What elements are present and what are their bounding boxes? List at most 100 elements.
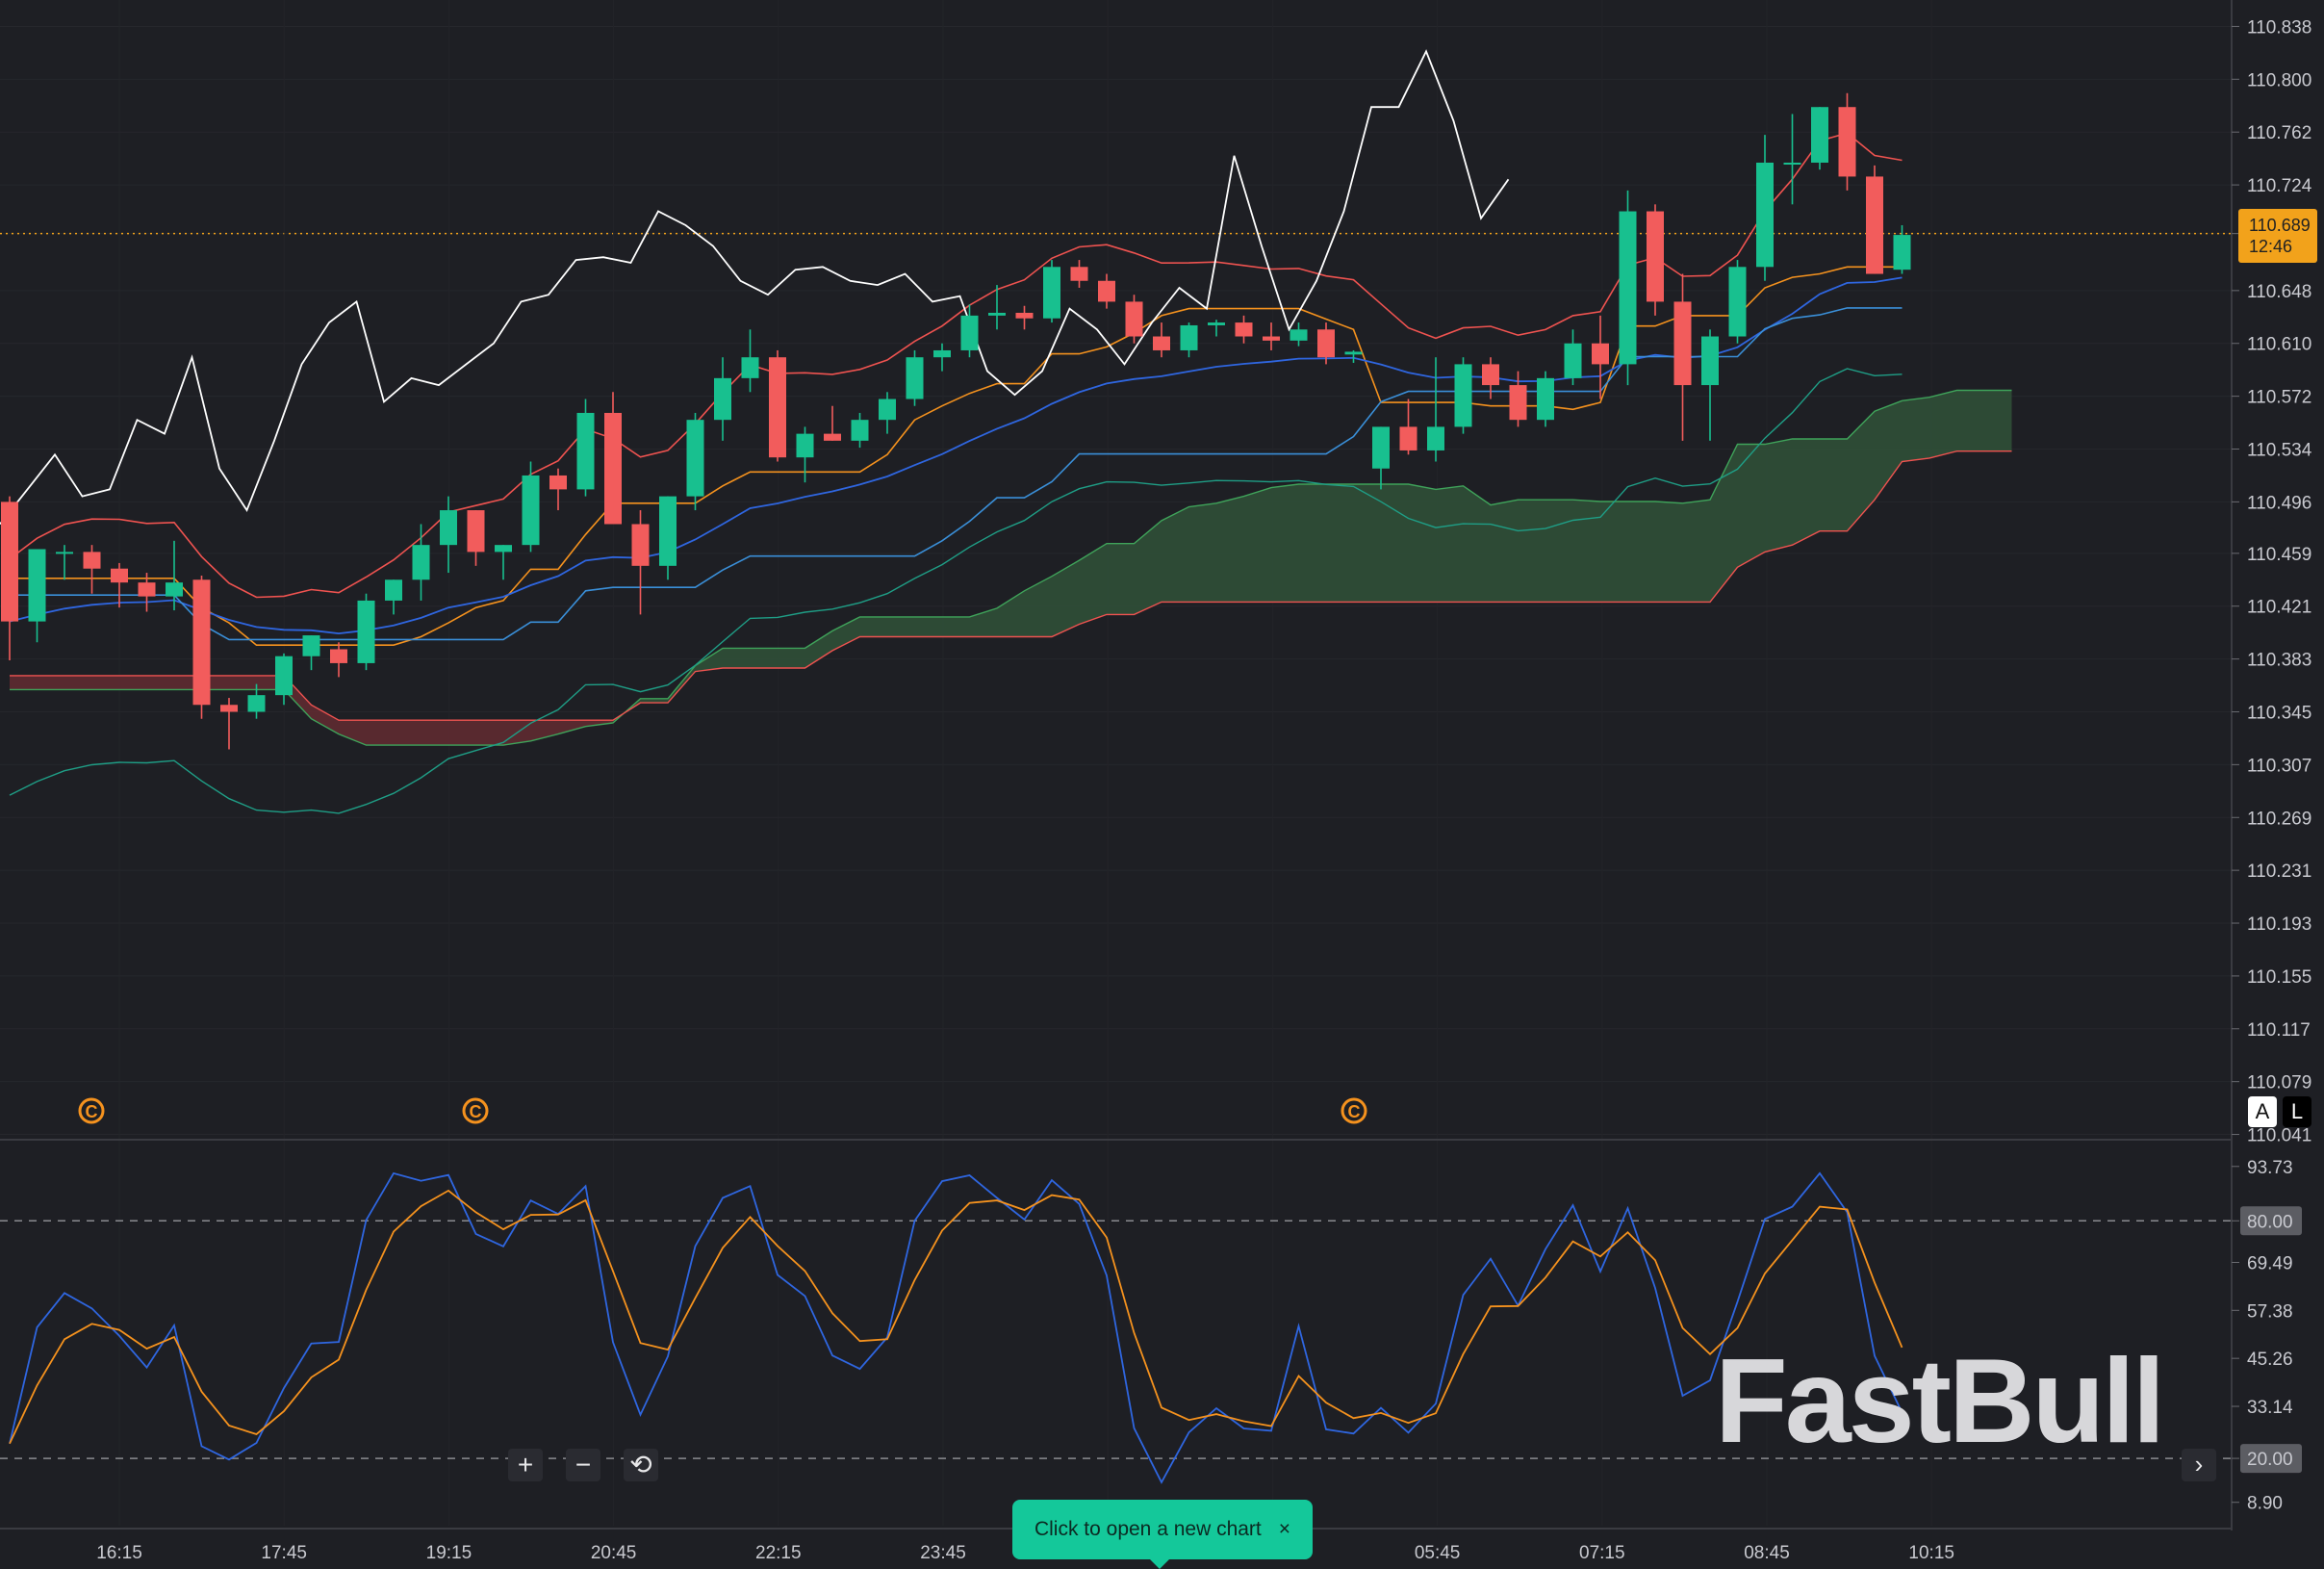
scroll-right-button[interactable]: › xyxy=(2182,1449,2216,1481)
cloud-segment xyxy=(1572,500,1600,603)
candle-body xyxy=(1811,107,1828,163)
senkou-span-b-line xyxy=(10,450,2012,721)
candle-body xyxy=(1,502,18,622)
candle-body xyxy=(631,524,650,566)
time-tick-label: 19:15 xyxy=(426,1543,472,1563)
candle-body xyxy=(138,582,156,597)
close-icon[interactable]: × xyxy=(1278,1518,1291,1540)
candle-body xyxy=(1290,329,1308,341)
cloud-segment xyxy=(558,720,586,734)
candle-body xyxy=(1317,329,1335,358)
time-tick-label: 16:15 xyxy=(96,1543,142,1563)
senkou-span-a-line xyxy=(10,389,2012,746)
candle-body xyxy=(933,349,951,358)
marker-ring xyxy=(1341,1097,1367,1124)
candle-body xyxy=(495,545,512,553)
candle-body xyxy=(1153,336,1170,350)
oscillator-pane xyxy=(0,1171,2231,1484)
candle-body xyxy=(1070,267,1088,281)
cloud-segment xyxy=(1902,397,1929,462)
cloud-segment xyxy=(1765,439,1793,553)
cloud-segment xyxy=(1491,500,1519,603)
zoom-in-button[interactable]: + xyxy=(508,1449,543,1481)
candle-body xyxy=(1125,301,1143,337)
price-tick-label: 110.345 xyxy=(2247,703,2311,723)
lagging-band-line xyxy=(9,368,1903,814)
candle-body xyxy=(385,579,402,601)
cloud-segment xyxy=(1079,543,1107,625)
cloud-segment xyxy=(64,675,92,690)
dividend-marker-icon[interactable]: C xyxy=(1341,1097,1367,1124)
upper-line xyxy=(9,132,1903,599)
candle-body xyxy=(83,552,101,569)
cloud-segment xyxy=(1682,500,1710,603)
reset-chart-button[interactable]: ⟲ xyxy=(624,1449,658,1481)
cloud-segment xyxy=(832,616,860,651)
cloud-segment xyxy=(1875,400,1903,501)
candle-body xyxy=(1208,322,1225,325)
cloud-segment xyxy=(859,616,887,637)
time-tick-label: 10:15 xyxy=(1908,1543,1954,1563)
cloud-segment xyxy=(311,705,339,734)
cloud-segment xyxy=(804,630,832,668)
candle-body xyxy=(1098,280,1115,302)
cloud-segment xyxy=(421,720,448,746)
tenkan-line xyxy=(10,266,1903,646)
cloud-segment xyxy=(448,720,476,746)
open-new-chart-toast[interactable]: Click to open a new chart × xyxy=(1012,1500,1313,1569)
candle-body xyxy=(1783,162,1801,165)
cloud-segment xyxy=(1929,390,1957,458)
candle-body xyxy=(1866,176,1883,274)
candle-body xyxy=(1673,301,1692,386)
candle-body xyxy=(960,315,979,350)
candle-body xyxy=(1592,343,1609,365)
time-tick-label: 22:15 xyxy=(755,1543,802,1563)
cloud-segment xyxy=(997,590,1025,637)
candle-body xyxy=(714,377,731,421)
cloud-segment xyxy=(1710,444,1738,603)
price-tick-label: 110.041 xyxy=(2247,1126,2311,1146)
dividend-marker-icon[interactable]: C xyxy=(78,1097,105,1124)
candle-body xyxy=(1043,267,1060,319)
osc-level-badge xyxy=(2240,1206,2302,1236)
osc-tick-label: 45.26 xyxy=(2247,1350,2293,1370)
osc-tick-label: 69.49 xyxy=(2247,1253,2293,1273)
ichimoku-cloud xyxy=(10,389,2012,746)
candle-body xyxy=(824,433,841,441)
dividend-marker-icon[interactable]: C xyxy=(462,1097,489,1124)
candle-body xyxy=(1015,312,1034,319)
cloud-segment xyxy=(1463,485,1491,603)
candle-body xyxy=(467,510,485,553)
price-tick-label: 110.724 xyxy=(2247,176,2312,196)
auto-scale-button[interactable]: A xyxy=(2248,1096,2277,1127)
cloud-segment xyxy=(778,648,805,668)
cloud-segment xyxy=(366,720,394,746)
candle-body xyxy=(1427,426,1444,450)
cloud-segment xyxy=(1052,560,1080,637)
candle-body xyxy=(1756,162,1774,268)
price-tick-label: 110.117 xyxy=(2247,1020,2311,1041)
candle-body xyxy=(1263,336,1280,341)
cloud-segment xyxy=(1737,444,1765,568)
candle-body xyxy=(1647,211,1664,302)
cloud-segment xyxy=(146,675,174,690)
price-tick-label: 110.838 xyxy=(2247,17,2311,38)
stoch-k-line xyxy=(9,1171,1903,1484)
kijun-line xyxy=(10,307,1903,641)
log-scale-button[interactable]: L xyxy=(2283,1096,2311,1127)
price-tick-label: 110.572 xyxy=(2247,388,2311,408)
cloud-segment xyxy=(1847,411,1875,531)
osc-tick-label: 8.90 xyxy=(2247,1494,2283,1514)
cloud-segment xyxy=(723,648,751,668)
cloud-segment xyxy=(640,698,668,704)
marker-ring xyxy=(78,1097,105,1124)
time-tick-label: 20:45 xyxy=(591,1543,637,1563)
indicator-lines xyxy=(0,49,1903,814)
zoom-out-button[interactable]: − xyxy=(566,1449,600,1481)
cloud-segment xyxy=(750,648,778,668)
cloud-segment xyxy=(887,616,915,637)
cloud-segment xyxy=(942,616,970,637)
price-tick-label: 110.193 xyxy=(2247,914,2311,935)
